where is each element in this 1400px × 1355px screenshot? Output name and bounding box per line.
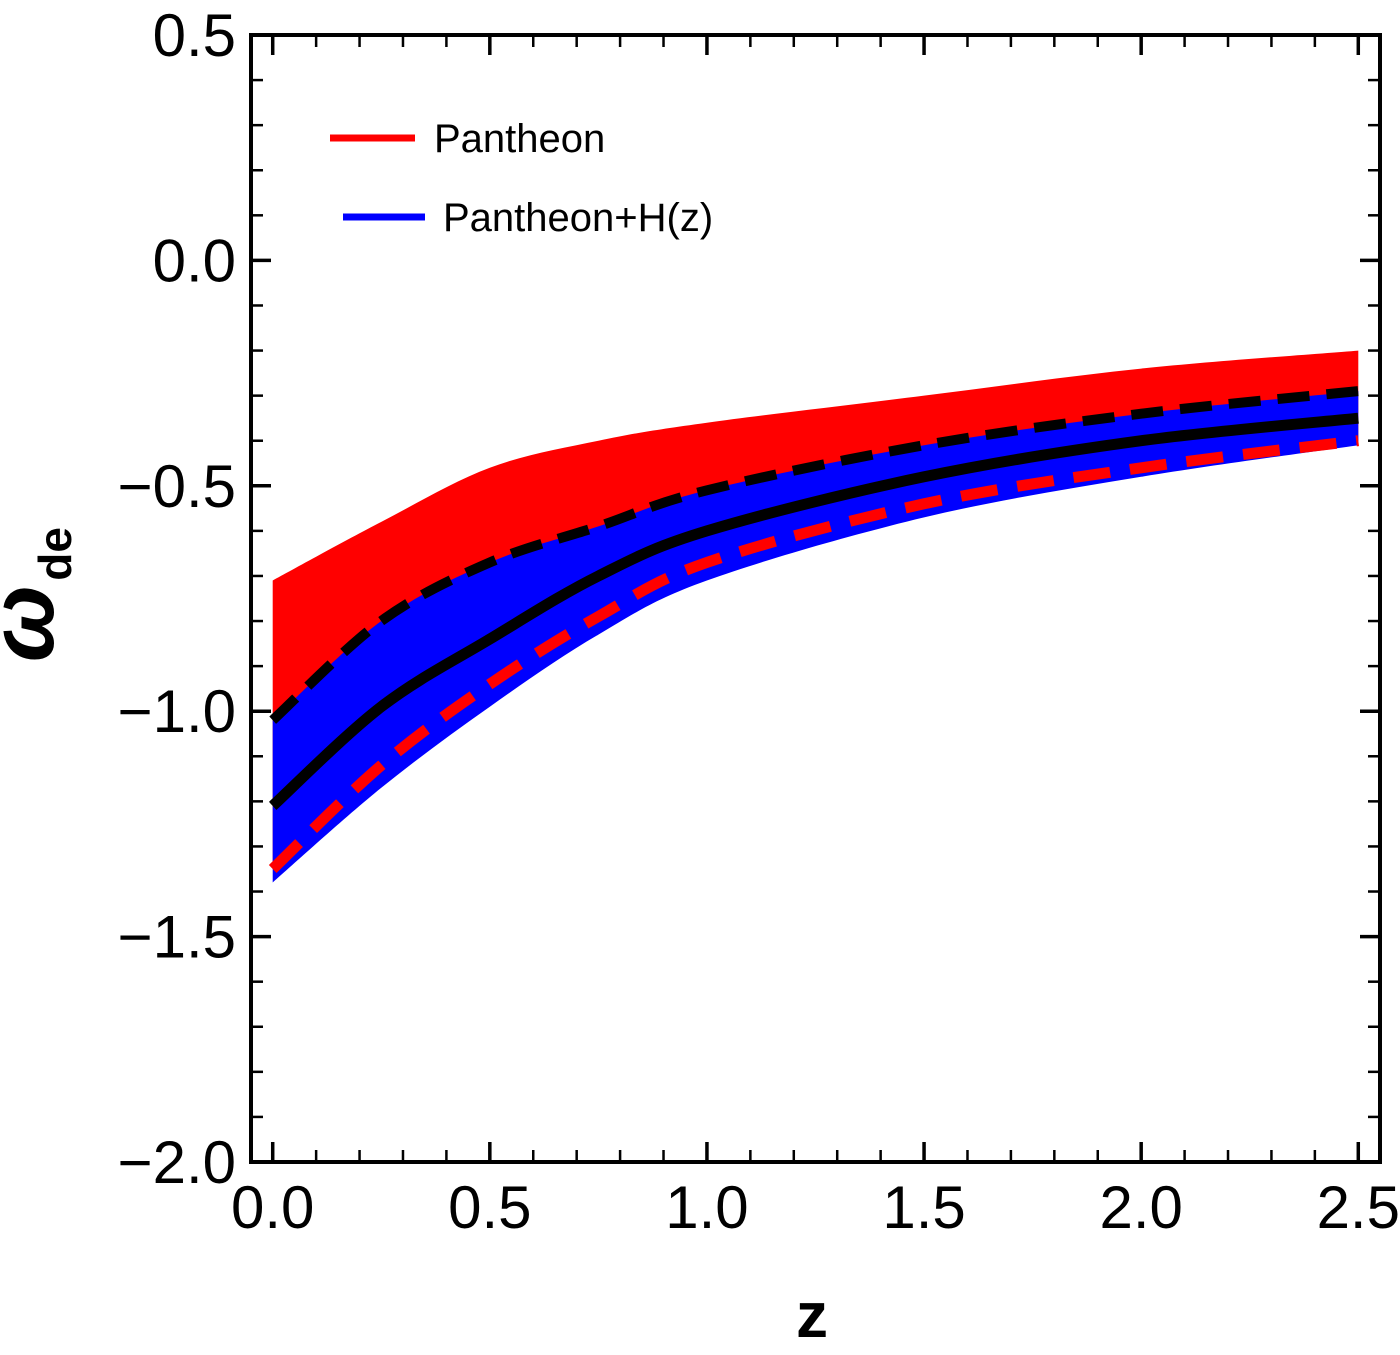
x-tick-label: 2.0 [1099,1174,1182,1241]
black-solid-curve [268,412,1359,810]
x-tick-label: 1.5 [882,1174,965,1241]
x-tick-label: 0.5 [448,1174,531,1241]
x-axis-title: z [796,1279,828,1351]
x-tick-label: 0.0 [231,1174,314,1241]
pantheon-band [272,350,1359,870]
legend: Pantheon Pantheon+H(z) [330,117,713,240]
tick-labels: 0.0 0.5 1.0 1.5 2.0 2.5 0.5 0.0 −0.5 −1.0 −1.5 −2.0 [118,2,1400,1241]
x-tick-label: 2.5 [1317,1174,1400,1241]
plot-frame [249,33,1382,1164]
y-tick-label: −1.5 [118,904,236,971]
black-dashed-curve [269,386,1359,724]
y-tick-label: −2.0 [118,1129,236,1196]
curves [268,386,1359,873]
y-tick-label: −0.5 [118,453,236,520]
frame-rect [249,33,1382,1164]
y-axis-title: ω de [0,527,81,662]
y-axis-title-omega: ω [0,585,73,662]
y-axis-title-subscript: de [29,527,81,581]
red-dashed-curve [268,435,1359,873]
x-tick-label: 1.0 [665,1174,748,1241]
y-tick-label: 0.5 [153,2,236,69]
y-tick-label: −1.0 [118,678,236,745]
legend-label-pantheon: Pantheon [434,117,605,161]
legend-label-pantheon-hz: Pantheon+H(z) [443,196,713,240]
y-tick-label: 0.0 [153,227,236,294]
